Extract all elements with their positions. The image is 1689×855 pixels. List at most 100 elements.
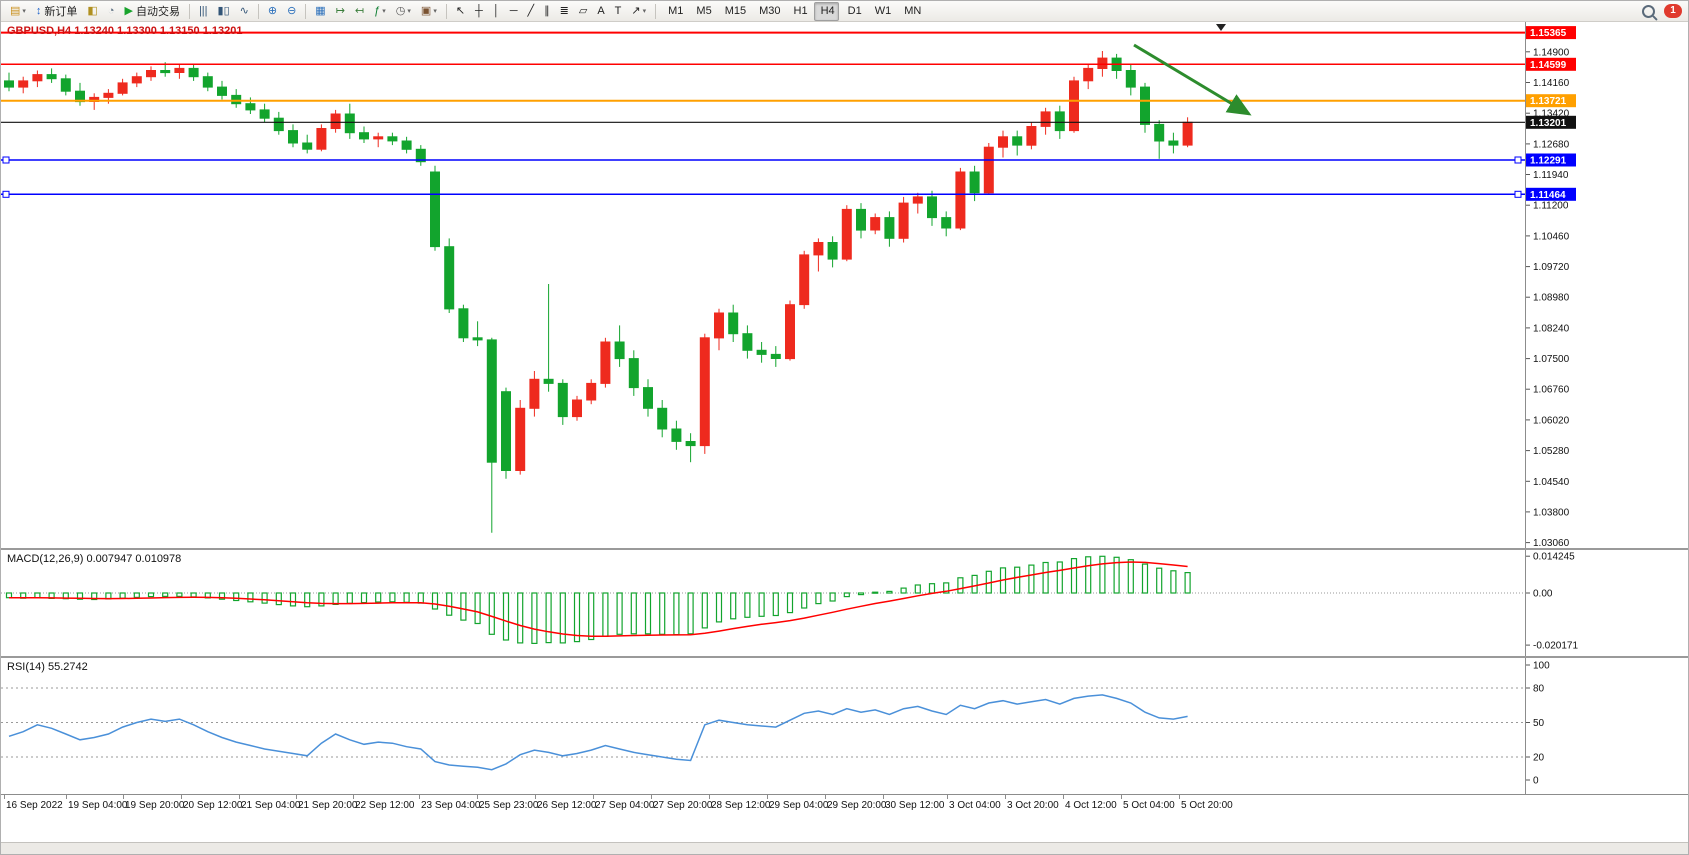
periods-dropdown[interactable]: ◷ ▾ — [392, 2, 415, 21]
timeframe-button-d1[interactable]: D1 — [841, 2, 866, 21]
cursor-button[interactable]: ↖ — [452, 2, 469, 21]
timeframe-button-m30-label: M30 — [759, 5, 781, 17]
trend-arrow-annotation[interactable] — [1133, 43, 1252, 116]
price-line-scale-label — [1526, 94, 1576, 108]
time-tick — [767, 795, 768, 799]
svg-text:1.11464: 1.11464 — [1530, 190, 1566, 201]
new-order-button[interactable]: ↕ 新订单 — [32, 2, 82, 21]
macd-panel[interactable]: 0.014245 0.00 -0.020171 — [1, 550, 1689, 656]
chevron-down-icon: ▾ — [22, 8, 26, 15]
options-button[interactable]: ◔ — [104, 2, 119, 21]
new-order-icon: ↕ — [35, 4, 42, 17]
rsi-tick-label: 0 — [1533, 776, 1539, 787]
timeframe-button-m15[interactable]: M15 — [718, 2, 750, 21]
time-label: 29 Sep 04:00 — [769, 800, 829, 811]
time-tick — [1063, 795, 1064, 799]
rsi-tick-label: 80 — [1533, 684, 1545, 695]
templates-dropdown[interactable]: ▣ ▾ — [417, 2, 441, 21]
time-tick — [1179, 795, 1180, 799]
line-handle[interactable] — [1514, 156, 1522, 164]
timeframe-button-h1[interactable]: H1 — [787, 2, 812, 21]
zoom-out-icon: ⊖ — [287, 4, 297, 17]
auto-trading-button[interactable]: ▶ 自动交易 — [120, 2, 183, 21]
rsi-tick-label: 50 — [1533, 718, 1545, 729]
candlestick-icon: ▮▯ — [217, 4, 230, 17]
text-button[interactable]: A — [593, 2, 608, 21]
crosshair-button[interactable]: ┼ — [471, 2, 487, 21]
price-chart[interactable]: 1.14900 1.14160 1.13420 1.12680 1.11940 1.112… — [1, 22, 1689, 548]
svg-text:1.14599: 1.14599 — [1530, 60, 1567, 71]
line-chart-button[interactable]: ∿ — [236, 2, 253, 21]
timeframe-button-w1[interactable]: W1 — [868, 2, 896, 21]
timeframe-button-m1[interactable]: M1 — [661, 2, 687, 21]
macd-panel-separator[interactable] — [1, 548, 1688, 550]
auto-scroll-icon: ↦ — [335, 4, 345, 17]
indicators-button[interactable]: ƒ ▾ — [370, 2, 390, 21]
line-handle[interactable] — [2, 156, 10, 164]
price-tick-label: 1.06020 — [1533, 415, 1570, 426]
new-chart-button[interactable]: ▤ ▾ — [6, 2, 30, 21]
zoom-in-button[interactable]: ⊕ — [264, 2, 281, 21]
chart-shift-button[interactable]: ↤ — [351, 2, 368, 21]
candles — [4, 51, 1193, 533]
rsi-panel-separator[interactable] — [1, 656, 1688, 658]
tile-windows-button[interactable]: ▦ — [311, 2, 329, 21]
search-icon[interactable] — [1642, 4, 1655, 18]
templates-icon: ▣ — [420, 4, 432, 17]
text-label-button[interactable]: T — [611, 2, 626, 21]
candlestick-button[interactable]: ▮▯ — [214, 2, 234, 21]
time-label: 27 Sep 20:00 — [653, 800, 713, 811]
price-tick-label: 1.04540 — [1533, 477, 1570, 488]
time-tick — [593, 795, 594, 799]
macd-tick-label: 0.00 — [1533, 589, 1553, 600]
rsi-label: RSI(14) 55.2742 — [7, 661, 88, 673]
timeframe-button-h4[interactable]: H4 — [813, 1, 839, 21]
macd-histogram — [5, 555, 1191, 645]
horizontal-line-button[interactable]: ─ — [506, 2, 522, 21]
line-handle[interactable] — [1514, 190, 1522, 198]
chevron-down-icon: ▾ — [433, 8, 437, 15]
notification-badge[interactable]: 1 — [1664, 4, 1682, 18]
crosshair-icon: ┼ — [475, 4, 483, 17]
trendline-button[interactable]: ╱ — [524, 2, 539, 21]
svg-text:1.12291: 1.12291 — [1530, 156, 1567, 167]
time-tick — [1005, 795, 1006, 799]
metaeditor-button[interactable]: ◧ — [83, 2, 101, 21]
channel-button[interactable]: ∥ — [540, 2, 554, 21]
timeframe-button-m5[interactable]: M5 — [689, 2, 715, 21]
auto-scroll-button[interactable]: ↦ — [332, 2, 349, 21]
rsi-panel[interactable]: 100 80 50 20 0 — [1, 658, 1689, 794]
price-scale[interactable]: 1.14900 1.14160 1.13420 1.12680 1.11940 1.112… — [1525, 47, 1570, 548]
price-tick-label: 1.14900 — [1533, 47, 1570, 58]
timeframe-button-m1-label: M1 — [668, 5, 684, 17]
line-handle[interactable] — [2, 190, 10, 198]
svg-text:1.13721: 1.13721 — [1530, 96, 1567, 107]
time-label: 25 Sep 23:00 — [479, 800, 539, 811]
vertical-line-button[interactable]: │ — [489, 2, 504, 21]
zoom-out-button[interactable]: ⊖ — [283, 2, 300, 21]
shapes-button[interactable]: ▱ — [575, 2, 591, 21]
time-tick — [239, 795, 240, 799]
vertical-line-icon: │ — [492, 4, 500, 17]
price-tick-label: 1.03060 — [1533, 538, 1570, 548]
text-label-icon: T — [614, 4, 622, 17]
price-scale-axis-line — [1525, 22, 1526, 794]
time-marker-triangle[interactable] — [1216, 24, 1226, 31]
arrows-button[interactable]: ↗ ▾ — [627, 2, 650, 21]
fibonacci-button[interactable]: ≣ — [556, 2, 573, 21]
price-tick-label: 1.13420 — [1533, 109, 1570, 120]
time-tick — [181, 795, 182, 799]
bar-chart-button[interactable]: ||| — [195, 2, 212, 21]
chart-shift-icon: ↤ — [354, 4, 365, 17]
text-icon: A — [597, 4, 605, 17]
macd-signal-line — [8, 561, 1188, 638]
time-tick — [1121, 795, 1122, 799]
macd-label: MACD(12,26,9) 0.007947 0.010978 — [7, 553, 182, 565]
toolbar: ▤ ▾ ↕ 新订单 ◧ ◔ ▶ 自动交易 ||| ▮▯ ∿ ⊕ ⊖ ▦ ↦ ↤ ƒ ▾ ◷ ▾ ▣ ▾ ↖ ┼ │ ─ ╱ ∥ ≣ ▱ A T… — [1, 1, 1688, 22]
time-axis[interactable]: 16 Sep 2022 19 Sep 04:00 19 Sep 20:00 20 Se… — [1, 794, 1688, 814]
time-tick — [4, 795, 5, 799]
timeframe-button-m30[interactable]: M30 — [752, 2, 784, 21]
price-tick-label: 1.06760 — [1533, 385, 1570, 396]
time-tick — [883, 795, 884, 799]
timeframe-button-mn[interactable]: MN — [897, 2, 925, 21]
